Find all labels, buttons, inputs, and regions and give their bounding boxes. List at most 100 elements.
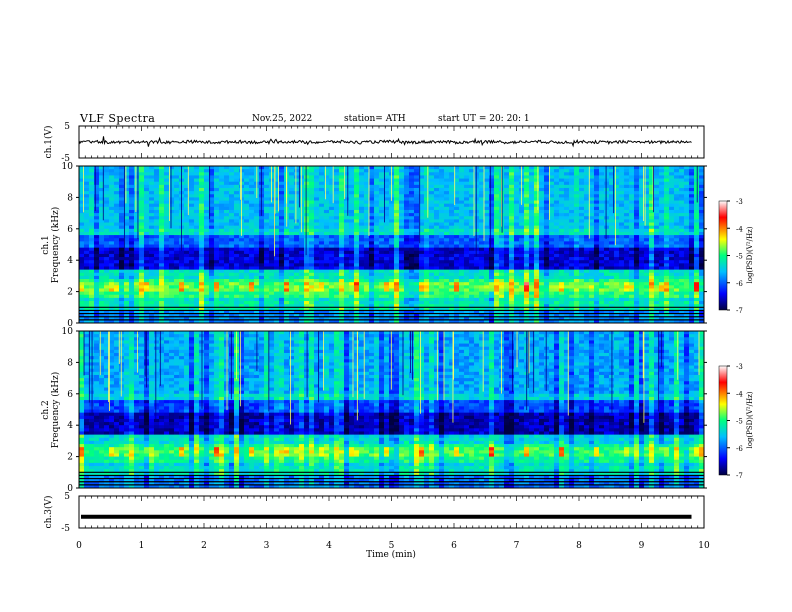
spectrogram-cell (269, 229, 274, 233)
spectrogram-cell (159, 260, 164, 264)
spectrogram-cell (164, 216, 169, 220)
spectrogram-cell (484, 288, 489, 292)
spectrogram-cell (194, 282, 199, 286)
spectrogram-cell (384, 263, 389, 267)
spectrogram-cell (344, 279, 349, 283)
spectrogram-cell (404, 201, 409, 205)
spectrogram-cell (214, 201, 219, 205)
spectrogram-cell (319, 175, 324, 179)
spectrogram-cell (139, 295, 144, 299)
spectrogram-cell (429, 288, 434, 292)
spectrogram-cell (539, 175, 544, 179)
spectrogram-cell (389, 254, 394, 258)
spectrogram-cell (109, 210, 114, 214)
spectrogram-cell (449, 266, 454, 270)
spectrogram-cell (304, 273, 309, 277)
spectrogram-cell (429, 241, 434, 245)
spectrogram-cell (119, 201, 124, 205)
spectrogram-cell (349, 172, 354, 176)
spectrogram-cell (554, 166, 559, 170)
spectrogram-cell (379, 172, 384, 176)
spectrogram-cell (79, 279, 84, 283)
spectrogram-cell (234, 292, 239, 296)
spectrogram-cell (354, 201, 359, 205)
spectrogram-cell (219, 254, 224, 258)
spectrogram-cell (484, 175, 489, 179)
spectrogram-cell (169, 292, 174, 296)
spectrogram-cell (329, 270, 334, 274)
spectrogram-cell (484, 270, 489, 274)
spectrogram-cell (544, 257, 549, 261)
spectrogram-cell (459, 248, 464, 252)
spectrogram-cell (504, 226, 509, 230)
spectrogram-cell (329, 288, 334, 292)
spectrogram-cell (364, 254, 369, 258)
spectrogram-cell (129, 235, 134, 239)
spectrogram-cell (539, 204, 544, 208)
spectrogram-cell (149, 276, 154, 280)
spectrogram-cell (214, 232, 219, 236)
spectrogram-cell (314, 191, 319, 195)
spectrogram-cell (294, 210, 299, 214)
spectrogram-cell (214, 260, 219, 264)
spectrogram-cell (404, 248, 409, 252)
spectrogram-cell (469, 282, 474, 286)
spectrogram-cell (419, 254, 424, 258)
spectrogram-cell (514, 166, 519, 170)
spectrogram-cell (479, 194, 484, 198)
spectrogram-cell (144, 279, 149, 283)
spectrogram-cell (379, 245, 384, 249)
spectrogram-cell (319, 169, 324, 173)
spectrogram-cell (519, 216, 524, 220)
spectrogram-cell (149, 232, 154, 236)
spectrogram-cell (464, 235, 469, 239)
spectrogram-cell (154, 254, 159, 258)
spectrogram-cell (219, 169, 224, 173)
spectrogram-cell (539, 226, 544, 230)
spectrogram-cell (354, 254, 359, 258)
spectrogram-cell (409, 301, 414, 305)
spectrogram-cell (154, 263, 159, 267)
spectrogram-cell (139, 179, 144, 183)
spectrogram-cell (529, 169, 534, 173)
spectrogram-cell (324, 282, 329, 286)
spectrogram-cell (434, 229, 439, 233)
spectrogram-cell (404, 182, 409, 186)
spectrogram-cell (399, 232, 404, 236)
spectrogram-cell (109, 179, 114, 183)
spectrogram-cell (319, 185, 324, 189)
spectrogram-cell (84, 285, 89, 289)
spectrogram-cell (289, 279, 294, 283)
spectrogram-cell (189, 235, 194, 239)
spectrogram-cell (239, 295, 244, 299)
spectrogram-cell (549, 285, 554, 289)
spectrogram-cell (464, 270, 469, 274)
spectrogram-cell (219, 185, 224, 189)
spectrogram-cell (399, 226, 404, 230)
spectrogram-cell (144, 179, 149, 183)
spectrogram-cell (154, 216, 159, 220)
spectrogram-cell (554, 263, 559, 267)
spectrogram-cell (229, 295, 234, 299)
spectrogram-cell (359, 213, 364, 217)
spectrogram-cell (529, 245, 534, 249)
spectrogram-cell (514, 207, 519, 211)
spectrogram-cell (129, 169, 134, 173)
spectrogram-cell (344, 219, 349, 223)
spectrogram-cell (109, 301, 114, 305)
spectrogram-cell (264, 270, 269, 274)
spectrogram-cell (114, 188, 119, 192)
spectrogram-cell (534, 226, 539, 230)
spectrogram-cell (434, 279, 439, 283)
spectrogram-cell (504, 298, 509, 302)
spectrogram-cell (79, 232, 84, 236)
spectrogram-cell (139, 191, 144, 195)
spectrogram-cell (464, 219, 469, 223)
spectrogram-cell (264, 169, 269, 173)
spectrogram-cell (544, 298, 549, 302)
spectrogram-cell (114, 273, 119, 277)
spectrogram-cell (274, 266, 279, 270)
spectrogram-cell (229, 270, 234, 274)
spectrogram-cell (279, 179, 284, 183)
spectrogram-cell (94, 213, 99, 217)
